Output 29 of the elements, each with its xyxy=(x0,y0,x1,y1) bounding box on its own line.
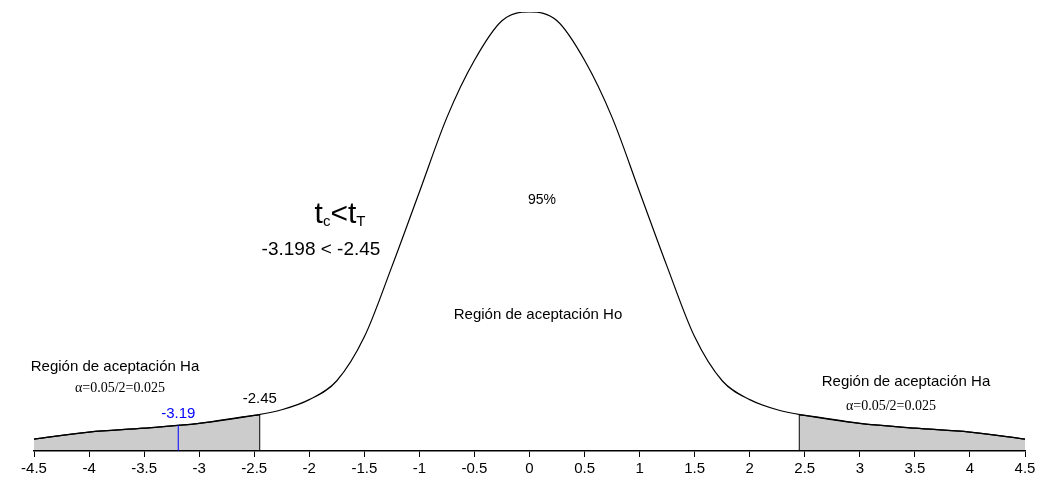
x-tick-label: -2.5 xyxy=(241,459,268,477)
x-tick-label: 0.5 xyxy=(574,459,595,477)
annotation: α=0.05/2=0.025 xyxy=(74,379,166,395)
x-tick-label: -4.5 xyxy=(21,459,47,477)
annotation: Región de aceptación Ho xyxy=(453,305,623,323)
annotation: α=0.05/2=0.025 xyxy=(845,397,937,413)
x-tick-label: -1 xyxy=(412,459,427,477)
annotation: -3.198 < -2.45 xyxy=(261,238,381,260)
annotation: tc<tT xyxy=(314,196,366,230)
x-tick-label: 4.5 xyxy=(1014,459,1036,477)
x-tick-label: -1.5 xyxy=(351,459,378,477)
x-tick-label: 2.5 xyxy=(794,459,816,477)
x-tick-label: 3.5 xyxy=(904,459,926,477)
ref-line-label: -3.19 xyxy=(161,403,196,421)
annotation: Región de aceptación Ha xyxy=(30,357,200,375)
x-tick-label: 2 xyxy=(745,459,754,477)
x-tick-label: -2 xyxy=(302,459,316,477)
x-tick-label: -3.5 xyxy=(131,459,158,477)
ref-line-label: -2.45 xyxy=(242,388,277,406)
x-tick-label: -4 xyxy=(82,459,96,477)
x-tick-label: 3 xyxy=(855,459,865,477)
x-tick-label: -3 xyxy=(192,459,206,477)
x-tick-label: 1.5 xyxy=(684,459,706,477)
annotation: 95% xyxy=(527,190,557,207)
x-tick-label: -0.5 xyxy=(461,459,488,477)
x-tick-label: 1 xyxy=(635,459,644,477)
x-tick-label: 4 xyxy=(965,459,975,477)
x-tick-label: 0 xyxy=(525,459,534,477)
annotation: Región de aceptación Ha xyxy=(821,372,991,390)
